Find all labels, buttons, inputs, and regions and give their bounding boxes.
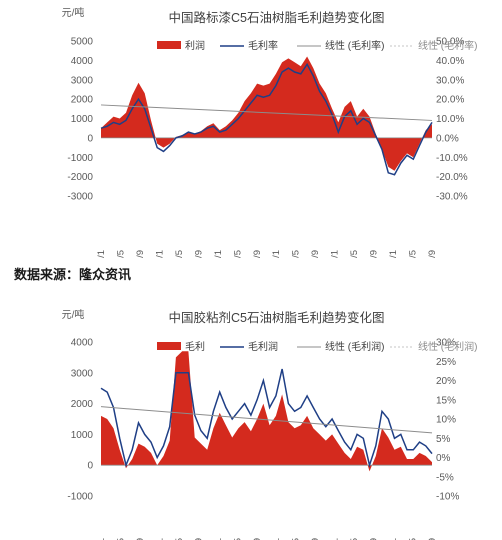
y-right-tick-label: 0%: [436, 453, 451, 464]
y-right-tick-label: 50.0%: [436, 37, 464, 48]
y-right-tick-label: -5%: [436, 472, 454, 483]
x-tick-label: 2020/1: [271, 538, 282, 540]
x-tick-label: 2022/9: [427, 250, 438, 258]
y-right-tick-label: -10%: [436, 492, 459, 503]
series-trend-line: [100, 104, 433, 121]
x-tick-label: 2020/5: [291, 250, 302, 258]
x-tick-label: 2019/1: [213, 538, 224, 540]
y-right-tick-label: -30.0%: [436, 192, 468, 203]
x-tick-label: 2022/5: [408, 538, 419, 540]
y-right-tick-label: 5%: [436, 434, 451, 445]
legend-label-margin: 毛利润: [248, 340, 278, 353]
chart-title: 中国路标漆C5石油树脂毛利趋势变化图: [169, 10, 385, 25]
x-tick-label: 2020/9: [310, 250, 321, 258]
y-axis-unit: 元/吨: [62, 308, 85, 321]
legend-label-trend-dotted: 线性 (毛利率): [418, 39, 477, 52]
x-tick-label: 2021/5: [349, 250, 360, 258]
y-right-tick-label: 0.0%: [436, 133, 459, 144]
y-left-tick-label: 2000: [71, 399, 94, 410]
x-tick-label: 2021/5: [349, 538, 360, 540]
legend-label-trend-dotted: 线性 (毛利润): [418, 340, 477, 353]
x-tick-label: 2020/1: [271, 250, 282, 258]
x-tick-label: 2019/9: [252, 250, 263, 258]
x-tick-label: 2017/5: [115, 538, 126, 540]
legend-swatch-profit: [157, 342, 181, 350]
series-margin-line: [100, 368, 433, 468]
y-right-tick-label: 15%: [436, 395, 456, 406]
y-left-tick-label: -1000: [67, 492, 93, 503]
x-tick-label: 2017/1: [96, 250, 107, 258]
x-tick-label: 2019/1: [213, 250, 224, 258]
chart-road-paint-c5-resin: 中国路标漆C5石油树脂毛利趋势变化图 元/吨 5000 4000 3000 2000 100…: [62, 6, 478, 258]
y-left-tick-label: 3000: [71, 368, 94, 379]
series-profit-area: [101, 56, 432, 171]
series-trend-line: [100, 406, 433, 434]
source-note: 数据来源：隆众资讯: [14, 267, 132, 282]
x-tick-label: 2021/1: [330, 250, 341, 258]
x-tick-label: 2021/9: [369, 538, 380, 540]
y-right-tick-label: 40.0%: [436, 56, 464, 67]
x-tick-label: 2021/1: [330, 538, 341, 540]
y-left-tick-label: -1000: [67, 153, 93, 164]
y-left-tick-label: 0: [87, 133, 93, 144]
y-left-tick-label: 4000: [71, 338, 94, 349]
y-right-tick-label: 30%: [436, 338, 456, 349]
y-right-tick-label: -20.0%: [436, 172, 468, 183]
y-right-tick-label: 30.0%: [436, 75, 464, 86]
x-tick-label: 2017/5: [115, 250, 126, 258]
x-tick-label: 2022/5: [408, 250, 419, 258]
legend-label-trend: 线性 (毛利率): [325, 39, 384, 52]
x-tick-label: 2017/1: [96, 538, 107, 540]
series-profit-area: [101, 351, 432, 472]
x-tick-label: 2017/9: [135, 538, 146, 540]
x-tick-label: 2018/9: [193, 250, 204, 258]
chart-title: 中国胶粘剂C5石油树脂毛利趋势变化图: [169, 310, 385, 325]
x-tick-label: 2018/1: [154, 250, 165, 258]
x-tick-label: 2022/1: [388, 538, 399, 540]
x-tick-label: 2020/5: [291, 538, 302, 540]
x-tick-label: 2018/5: [174, 538, 185, 540]
x-tick-label: 2018/5: [174, 250, 185, 258]
y-right-tick-label: 20%: [436, 376, 456, 387]
legend-label-profit: 利润: [185, 39, 205, 52]
legend-label-margin: 毛利率: [248, 39, 278, 52]
x-tick-label: 2017/9: [135, 250, 146, 258]
x-tick-label: 2022/1: [388, 250, 399, 258]
y-left-tick-label: 1000: [71, 114, 94, 125]
chart-adhesive-c5-resin: 中国胶粘剂C5石油树脂毛利趋势变化图 元/吨 4000 3000 2000 1000 0 -1…: [62, 308, 478, 540]
y-left-tick-label: -2000: [67, 172, 93, 183]
y-left-tick-label: 5000: [71, 37, 94, 48]
x-tick-label: 2019/5: [232, 538, 243, 540]
y-right-tick-label: 10%: [436, 415, 456, 426]
y-left-tick-label: -3000: [67, 192, 93, 203]
series-margin-line: [100, 62, 433, 176]
legend-label-profit: 毛利: [185, 341, 205, 353]
y-axis-unit: 元/吨: [62, 6, 85, 19]
y-left-tick-label: 3000: [71, 75, 94, 86]
x-tick-label: 2019/9: [252, 538, 263, 540]
x-tick-label: 2018/1: [154, 538, 165, 540]
y-left-tick-label: 1000: [71, 430, 94, 441]
x-tick-label: 2018/9: [193, 538, 204, 540]
x-tick-label: 2020/9: [310, 538, 321, 540]
x-tick-label: 2022/9: [427, 538, 438, 540]
x-tick-label: 2021/9: [369, 250, 380, 258]
y-right-tick-label: -10.0%: [436, 153, 468, 164]
y-left-tick-label: 2000: [71, 95, 94, 106]
legend-swatch-profit: [157, 41, 181, 49]
legend-label-trend: 线性 (毛利润): [325, 340, 384, 353]
y-right-tick-label: 10.0%: [436, 114, 464, 125]
y-right-tick-label: 25%: [436, 357, 456, 368]
y-left-tick-label: 0: [87, 461, 93, 472]
y-left-tick-label: 4000: [71, 56, 94, 67]
y-right-tick-label: 20.0%: [436, 95, 464, 106]
x-tick-label: 2019/5: [232, 250, 243, 258]
